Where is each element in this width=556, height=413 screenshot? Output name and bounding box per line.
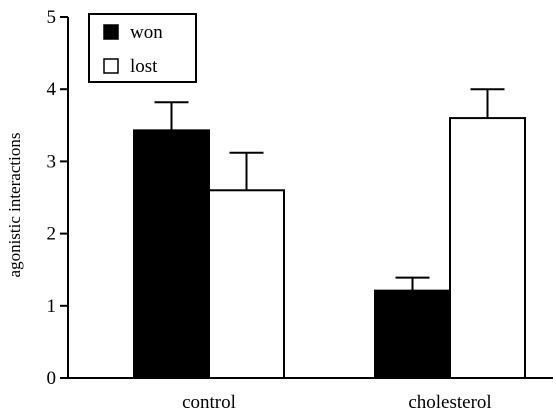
legend-label-lost: lost bbox=[130, 56, 158, 77]
y-tick-label: 1 bbox=[47, 296, 57, 317]
x-axis-tick-labels: control cholesterol bbox=[182, 392, 492, 413]
legend-swatch-won bbox=[103, 24, 119, 40]
y-tick-label: 4 bbox=[47, 79, 57, 100]
y-tick-label: 5 bbox=[47, 7, 57, 28]
y-tick-label: 0 bbox=[47, 368, 57, 389]
bar-won-cholesterol bbox=[374, 289, 451, 379]
bar-won-control bbox=[133, 129, 210, 379]
y-tick-label: 2 bbox=[47, 224, 57, 245]
legend-label-won: won bbox=[130, 22, 163, 43]
bar-lost-cholesterol bbox=[449, 117, 526, 380]
legend: won lost bbox=[88, 13, 197, 83]
y-tick-label: 3 bbox=[47, 151, 57, 172]
legend-swatch-lost bbox=[103, 58, 119, 74]
bar-lost-control bbox=[208, 189, 285, 379]
bars bbox=[133, 88, 526, 380]
y-axis-label: agonistic interactions bbox=[5, 133, 24, 278]
x-tick-label-control: control bbox=[182, 392, 236, 413]
y-axis-ticks: 0 1 2 3 4 5 bbox=[47, 7, 68, 389]
x-tick-label-cholesterol: cholesterol bbox=[408, 392, 491, 413]
